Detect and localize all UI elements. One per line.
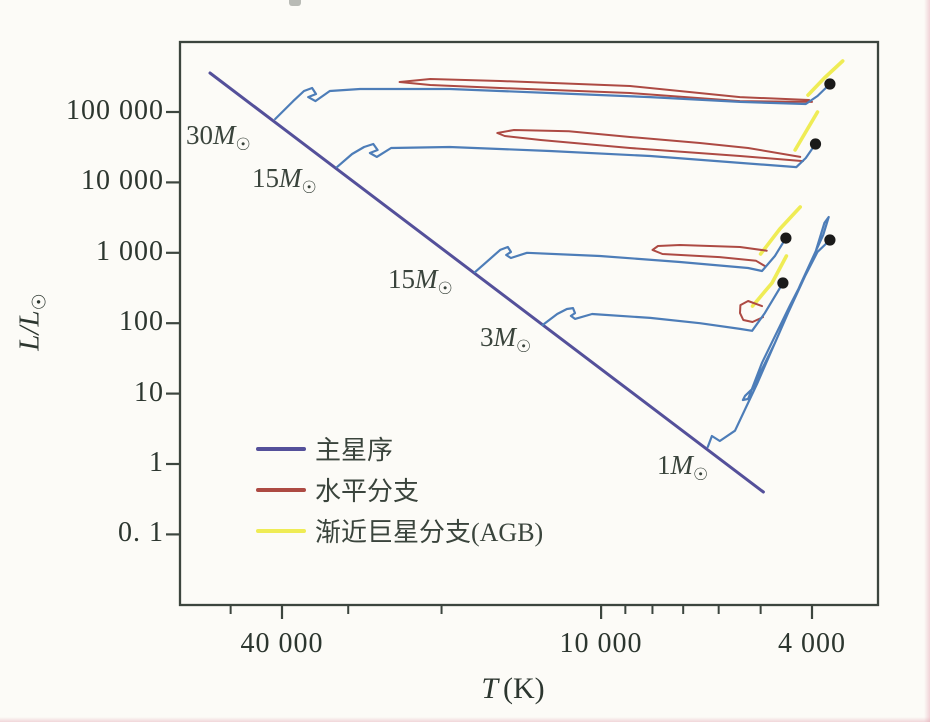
scan-artifact-bottom-edge (0, 717, 930, 722)
series-track-15msun (335, 142, 817, 169)
legend-row-0: 主星序 (256, 428, 543, 469)
legend-label: 水平分支 (315, 477, 420, 506)
series-track-1msun (706, 215, 832, 448)
y-axis-title-main: L/L (13, 310, 46, 351)
series-track-30msun (274, 82, 832, 121)
series-agb-15msun (793, 110, 820, 152)
x-axis-title: T (K) (481, 672, 544, 706)
sun-symbol: ☉ (29, 293, 51, 311)
series-agb-3msun (750, 254, 789, 308)
series-horizontal-branch-5msun (651, 244, 768, 267)
track-end-dot (777, 277, 789, 289)
series-horizontal-branch-3msun (739, 300, 764, 323)
legend-swatch-agb (256, 528, 306, 533)
series-main-sequence (208, 71, 765, 494)
scan-artifact-top (289, 0, 301, 6)
y-axis-title: L/L☉ (13, 293, 51, 351)
scan-artifact-right-edge (924, 0, 930, 722)
legend-swatch-horizontal-branch (256, 487, 306, 492)
series-agb-30msun (806, 59, 845, 97)
series-track-5msun (473, 237, 788, 274)
legend: 主星序水平分支渐近巨星分支(AGB) (256, 428, 543, 551)
legend-label: 渐近巨星分支(AGB) (315, 518, 544, 547)
legend-label: 主星序 (315, 436, 394, 465)
series-horizontal-branch-30msun (398, 78, 813, 103)
track-end-dot (780, 232, 792, 244)
x-axis-title-main: T (481, 672, 499, 705)
legend-row-2: 渐近巨星分支(AGB) (256, 510, 543, 551)
legend-row-1: 水平分支 (256, 469, 543, 510)
x-axis-unit: (K) (503, 672, 545, 705)
track-end-dot (824, 234, 836, 246)
legend-swatch-main-sequence (256, 446, 306, 451)
track-end-dot (824, 78, 836, 90)
series-track-3msun (541, 281, 785, 332)
track-end-dot (809, 138, 822, 150)
series-horizontal-branch-15msun (496, 129, 804, 163)
series-agb-5msun (758, 205, 803, 256)
